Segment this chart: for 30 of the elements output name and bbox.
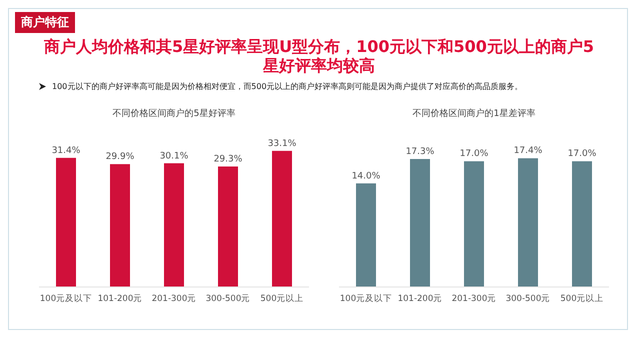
data-label: 17.0% <box>568 149 597 160</box>
x-tick-label: 101-200元 <box>398 293 442 304</box>
x-tick-label: 201-300元 <box>152 293 196 304</box>
x-tick-label: 100元及以下 <box>340 293 392 304</box>
text: 100元以下的商户好评率高可能是因为价格相对便宜，而500元以上的商户好评率高则可能是因为商户提供了对应高价的高品质服务。 <box>52 81 523 92</box>
bar <box>518 158 538 287</box>
x-tick-label: 100元及以下 <box>40 293 92 304</box>
data-label: 33.1% <box>268 138 297 149</box>
data-label: 17.0% <box>460 149 489 160</box>
bar <box>410 158 430 287</box>
bar <box>464 161 484 287</box>
data-label: 31.4% <box>52 146 81 156</box>
data-label: 30.1% <box>160 151 189 162</box>
x-tick-label: 500元以上 <box>560 293 604 304</box>
text: 商户人均价格和其5星好评率呈现U型分布，100元以下和500元以上的商户5星好评率均较高 <box>42 37 596 75</box>
x-tick-label: 300-500元 <box>506 293 550 304</box>
x-tick-label: 201-300元 <box>452 293 496 304</box>
data-label: 29.9% <box>106 152 135 162</box>
x-tick-label: 101-200元 <box>98 293 142 304</box>
chart-title: 不同价格区间商户的1星差评率 <box>412 108 536 121</box>
chart-title: 不同价格区间商户的5星好评率 <box>112 108 236 121</box>
data-label: 17.3% <box>406 146 435 157</box>
data-label: 29.3% <box>214 154 243 165</box>
text: 商户特征 <box>15 12 75 33</box>
bar <box>356 183 376 287</box>
data-label: 17.4% <box>514 146 543 156</box>
x-tick-label: 300-500元 <box>206 293 250 304</box>
bar <box>572 161 592 287</box>
data-label: 14.0% <box>352 171 381 182</box>
x-tick-label: 500元以上 <box>260 293 304 304</box>
